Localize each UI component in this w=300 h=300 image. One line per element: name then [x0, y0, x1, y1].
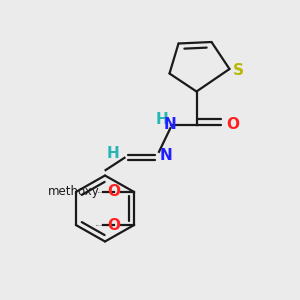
Text: N: N — [164, 117, 177, 132]
Text: O: O — [226, 117, 239, 132]
Text: H: H — [156, 112, 168, 127]
Text: S: S — [233, 63, 244, 78]
Text: methoxy2: methoxy2 — [96, 224, 103, 226]
Text: H: H — [107, 146, 120, 160]
Text: N: N — [160, 148, 173, 163]
Text: methoxy: methoxy — [48, 185, 100, 199]
Text: O: O — [107, 218, 120, 232]
Text: O: O — [107, 184, 120, 200]
Text: methoxy: methoxy — [98, 191, 104, 193]
